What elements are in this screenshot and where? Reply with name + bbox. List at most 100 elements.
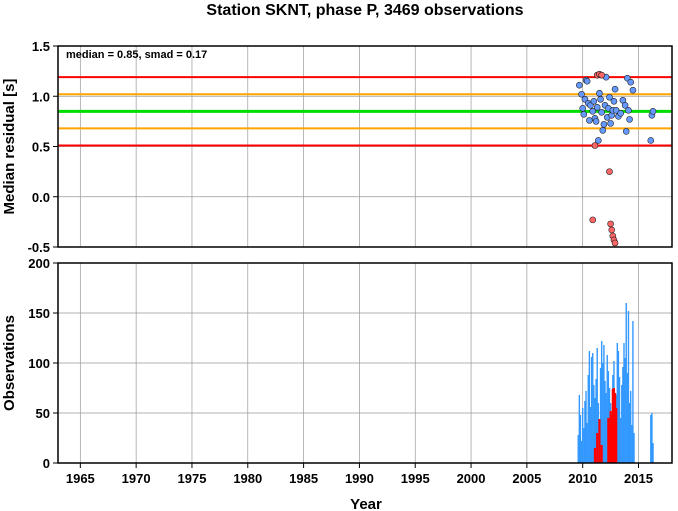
observation-bar	[586, 423, 588, 463]
data-point	[589, 108, 597, 115]
observation-bar	[598, 419, 601, 463]
bottom-y-axis-label: Observations	[1, 315, 18, 411]
x-tick-label: 2000	[457, 471, 486, 486]
observation-bar	[618, 377, 621, 463]
data-point	[647, 137, 655, 144]
data-point	[617, 110, 624, 117]
x-axis-ticks: 1965 1970 1975 1980 1985 1990 1995 2000 2005 2010…	[66, 463, 653, 486]
x-tick-label: 2005	[512, 471, 541, 486]
data-point	[583, 77, 591, 85]
observation-bar	[607, 371, 610, 463]
x-axis-label: Year	[350, 496, 382, 511]
observation-bar	[600, 341, 603, 463]
observation-bar	[587, 375, 589, 463]
data-point	[591, 142, 599, 149]
data-point	[608, 226, 616, 234]
data-point	[611, 85, 619, 93]
data-point	[598, 71, 605, 79]
observation-bar	[628, 403, 631, 463]
observation-bar	[631, 425, 633, 463]
data-point	[625, 107, 632, 114]
x-tick-label: 2010	[568, 471, 597, 486]
observation-bar	[623, 343, 625, 463]
data-point	[629, 86, 637, 94]
observation-bar	[604, 381, 606, 463]
data-point	[592, 118, 600, 125]
data-point	[586, 117, 593, 124]
observation-bar	[580, 441, 583, 463]
observation-bar	[606, 355, 608, 463]
observation-bar	[633, 433, 635, 463]
y-tick-label: 1.0	[32, 89, 50, 104]
data-point	[611, 239, 619, 247]
observation-bar	[588, 351, 591, 463]
observation-bar	[602, 363, 604, 463]
observation-bar	[600, 445, 603, 463]
observation-bar	[610, 415, 613, 463]
observation-bar	[615, 408, 618, 463]
x-tick-label: 1975	[178, 471, 207, 486]
observation-bar	[579, 415, 582, 463]
top-panel-grid	[58, 45, 672, 248]
bottom-panel-y-ticks: 200 150 100 50 0	[28, 256, 58, 471]
y-tick-label: 100	[28, 356, 50, 371]
y-tick-label: 0	[43, 456, 50, 471]
observation-bar	[577, 435, 579, 463]
data-point	[590, 97, 598, 105]
x-tick-label: 1965	[66, 471, 95, 486]
data-point	[607, 120, 614, 127]
data-point	[600, 121, 608, 128]
observation-bar	[627, 311, 630, 463]
observation-bar	[578, 395, 581, 463]
data-point	[627, 78, 634, 86]
observation-bar	[612, 388, 616, 463]
observation-bar	[624, 358, 626, 463]
data-point	[576, 81, 583, 89]
data-point	[607, 220, 614, 228]
observation-bar	[629, 391, 632, 463]
observation-bar	[616, 343, 618, 463]
data-point	[606, 93, 613, 101]
data-point	[596, 89, 603, 97]
top-panel-y-ticks: 1.5 1.0 0.5 0.0 -0.5	[28, 39, 58, 255]
observation-bar	[581, 408, 584, 463]
observation-bar	[625, 303, 627, 463]
y-tick-label: 0.0	[32, 190, 50, 205]
observation-bar	[609, 411, 612, 463]
observation-bar	[651, 413, 653, 463]
data-point	[626, 116, 633, 123]
top-panel-points	[576, 70, 657, 247]
observation-bar	[626, 373, 629, 463]
x-tick-label: 1985	[289, 471, 318, 486]
y-tick-label: 1.5	[32, 39, 50, 54]
chart-title: Station SKNT, phase P, 3469 observations	[206, 2, 523, 19]
observation-bar	[583, 428, 585, 463]
x-tick-label: 2015	[624, 471, 653, 486]
y-tick-label: -0.5	[28, 240, 50, 255]
observation-bar	[650, 415, 652, 463]
observation-bar	[593, 448, 597, 463]
observation-bar	[599, 368, 602, 463]
bottom-panel-bars	[577, 303, 654, 463]
top-panel-reference-lines	[58, 76, 672, 147]
statistics-annotation: median = 0.85, smad = 0.17	[66, 49, 207, 61]
top-y-axis-label: Median residual [s]	[1, 79, 18, 215]
observation-bar	[589, 407, 592, 463]
observation-bar	[619, 418, 622, 463]
observation-bar	[621, 385, 623, 463]
data-point	[579, 105, 586, 112]
observation-bar	[584, 401, 586, 463]
y-tick-label: 150	[28, 306, 50, 321]
y-tick-label: 0.5	[32, 140, 50, 155]
observation-bar	[605, 393, 607, 463]
data-point	[622, 128, 630, 135]
observation-bar	[603, 345, 605, 463]
data-point	[649, 108, 657, 115]
x-tick-label: 1980	[233, 471, 262, 486]
observation-bar	[632, 321, 634, 463]
observation-bar	[613, 393, 617, 463]
data-point	[595, 137, 602, 144]
observation-bar	[611, 389, 614, 463]
data-point	[589, 216, 597, 224]
